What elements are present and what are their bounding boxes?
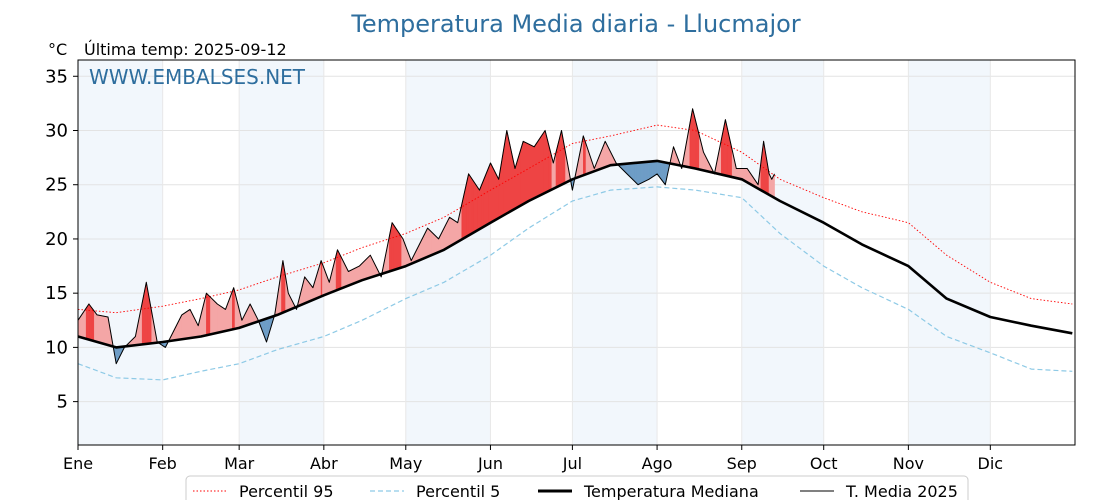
x-tick-label: Ene xyxy=(63,454,93,473)
x-tick-label: Oct xyxy=(810,454,838,473)
grid-lines xyxy=(77,60,1075,445)
month-band xyxy=(239,60,324,445)
x-axis-ticks: Ene Feb Mar Abr May Jun Jul Ago Sep Oct Nov Dic xyxy=(63,445,1003,473)
fill-above-median xyxy=(772,173,775,199)
median-line xyxy=(77,159,1073,349)
legend-box xyxy=(185,475,969,500)
x-tick-label: Nov xyxy=(893,454,924,473)
x-tick-label: Abr xyxy=(310,454,338,473)
plot-frame xyxy=(77,59,1076,446)
x-tick-label: Jun xyxy=(477,454,503,473)
legend-label-2025: T. Media 2025 xyxy=(845,482,958,500)
p5-line xyxy=(77,186,1073,381)
series-lines xyxy=(77,108,1073,381)
x-tick-label: Feb xyxy=(149,454,177,473)
x-tick-label: Dic xyxy=(978,454,1004,473)
y-tick-label: 20 xyxy=(45,229,68,250)
unit-label: °C xyxy=(48,40,67,59)
month-band xyxy=(741,60,824,445)
x-tick-label: Mar xyxy=(224,454,255,473)
x-tick-label: Jul xyxy=(562,454,582,473)
chart-title: Temperatura Media diaria - Llucmajor xyxy=(350,10,800,38)
t2025-line xyxy=(77,108,775,365)
month-bands xyxy=(78,60,991,445)
month-band xyxy=(78,60,163,445)
x-tick-label: May xyxy=(389,454,422,473)
month-band xyxy=(572,60,658,445)
month-band xyxy=(908,60,991,445)
watermark: WWW.EMBALSES.NET xyxy=(89,65,306,89)
x-tick-label: Ago xyxy=(642,454,673,473)
x-tick-label: Sep xyxy=(727,454,757,473)
legend-label-p95: Percentil 95 xyxy=(239,482,334,500)
last-temp-label: Última temp: 2025-09-12 xyxy=(84,40,287,59)
legend: Percentil 95 Percentil 5 Temperatura Med… xyxy=(185,475,969,500)
y-tick-label: 15 xyxy=(45,283,68,304)
y-axis-ticks: 5 10 15 20 25 30 35 xyxy=(45,66,78,413)
y-tick-label: 35 xyxy=(45,66,68,87)
y-tick-label: 5 xyxy=(57,392,68,413)
y-tick-label: 25 xyxy=(45,175,68,196)
p95-line xyxy=(77,124,1073,314)
legend-label-p5: Percentil 5 xyxy=(416,482,500,500)
legend-label-median: Temperatura Mediana xyxy=(583,482,759,500)
y-tick-label: 10 xyxy=(45,337,68,358)
y-tick-label: 30 xyxy=(45,120,68,141)
